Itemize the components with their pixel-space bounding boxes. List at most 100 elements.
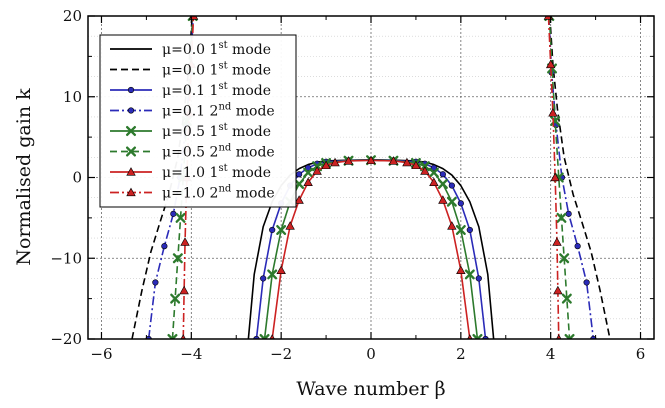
- data-point: [152, 279, 159, 286]
- legend-label: μ=0.5 2nd mode: [162, 143, 275, 161]
- legend-label: μ=0.5 1st mode: [162, 122, 271, 140]
- data-point: [330, 157, 340, 167]
- data-point: [179, 285, 189, 295]
- series-line: [548, 16, 611, 339]
- x-tick-label: −6: [90, 345, 112, 363]
- data-point: [175, 212, 186, 223]
- series-line: [548, 16, 595, 339]
- data-point: [267, 269, 278, 280]
- data-point: [439, 171, 446, 178]
- legend-label: μ=0.0 1st mode: [162, 40, 271, 58]
- legend-box: [99, 34, 297, 208]
- data-point: [276, 265, 286, 275]
- y-tick-label: −20: [50, 330, 82, 348]
- x-tick-label: 6: [636, 345, 646, 363]
- data-point: [545, 59, 556, 69]
- data-point: [170, 210, 177, 217]
- series-line: [171, 16, 194, 339]
- data-point: [564, 334, 575, 339]
- legend-item: μ=1.0 2nd mode: [110, 184, 275, 202]
- data-point: [561, 293, 572, 304]
- data-point: [366, 155, 376, 165]
- data-point: [312, 166, 322, 175]
- data-point: [180, 237, 190, 246]
- data-point: [161, 243, 168, 250]
- data-point: [550, 172, 560, 182]
- data-point: [303, 167, 314, 178]
- data-point: [343, 156, 354, 165]
- data-point: [388, 156, 399, 165]
- data-point: [447, 221, 457, 230]
- legend: μ=0.0 1st mode μ=0.0 1st mode μ=0.1 1st mo…: [99, 34, 297, 208]
- legend-item: μ=1.0 1st mode: [110, 163, 271, 181]
- data-point: [126, 187, 136, 197]
- y-tick-label: 20: [63, 7, 82, 25]
- y-axis-label: Normalised gain k: [13, 88, 35, 266]
- data-point: [446, 196, 457, 207]
- x-axis-label: Wave number β: [296, 378, 445, 400]
- data-point: [466, 226, 473, 234]
- data-point: [127, 86, 135, 94]
- data-point: [260, 275, 267, 282]
- data-point: [170, 293, 181, 304]
- x-tick-label: −4: [180, 345, 202, 363]
- data-point: [437, 178, 448, 189]
- data-point: [402, 157, 412, 167]
- x-tick-label: 0: [366, 345, 376, 363]
- data-point: [321, 160, 331, 170]
- legend-item: μ=0.5 2nd mode: [110, 143, 275, 161]
- y-tick-label: 0: [72, 169, 82, 187]
- data-point: [574, 243, 581, 250]
- data-point: [559, 253, 570, 264]
- series-6: [269, 155, 473, 339]
- y-tick-label: 10: [63, 88, 82, 106]
- data-point: [565, 210, 572, 217]
- data-point: [294, 178, 305, 189]
- legend-label: μ=0.0 1st mode: [162, 61, 271, 79]
- legend-label: μ=0.1 2nd mode: [162, 102, 275, 120]
- data-point: [553, 285, 563, 295]
- data-point: [294, 195, 304, 204]
- data-point: [548, 108, 558, 117]
- legend-item: μ=0.5 1st mode: [110, 122, 271, 140]
- data-point: [285, 221, 295, 230]
- data-point: [172, 253, 183, 264]
- x-tick-label: 4: [546, 345, 556, 363]
- legend-label: μ=1.0 2nd mode: [162, 184, 275, 202]
- data-point: [472, 334, 483, 339]
- legend-label: μ=1.0 1st mode: [162, 163, 271, 181]
- data-point: [126, 167, 136, 176]
- legend-item: μ=0.0 1st mode: [110, 40, 271, 58]
- data-point: [305, 164, 312, 171]
- data-point: [464, 269, 475, 280]
- series-line: [548, 16, 571, 339]
- legend-label: μ=0.1 1st mode: [162, 81, 271, 99]
- data-point: [456, 265, 466, 275]
- data-point: [126, 146, 136, 157]
- data-point: [428, 167, 439, 178]
- data-point: [269, 226, 276, 234]
- data-point: [276, 224, 287, 235]
- data-point: [167, 334, 178, 339]
- data-point: [552, 237, 562, 246]
- data-point: [556, 212, 567, 223]
- data-point: [259, 334, 270, 339]
- data-point: [429, 177, 439, 187]
- data-point: [127, 107, 135, 114]
- legend-item: μ=0.1 1st mode: [110, 81, 271, 99]
- x-tick-label: −2: [270, 345, 292, 363]
- x-tick-label: 2: [456, 345, 466, 363]
- data-point: [296, 171, 303, 178]
- data-point: [457, 200, 464, 207]
- data-point: [438, 195, 448, 204]
- data-point: [475, 275, 482, 282]
- data-point: [126, 126, 136, 136]
- data-point: [455, 224, 466, 235]
- data-point: [411, 160, 421, 170]
- legend-item: μ=0.0 1st mode: [110, 61, 271, 79]
- data-point: [303, 177, 313, 187]
- data-point: [448, 182, 455, 189]
- data-point: [583, 279, 590, 286]
